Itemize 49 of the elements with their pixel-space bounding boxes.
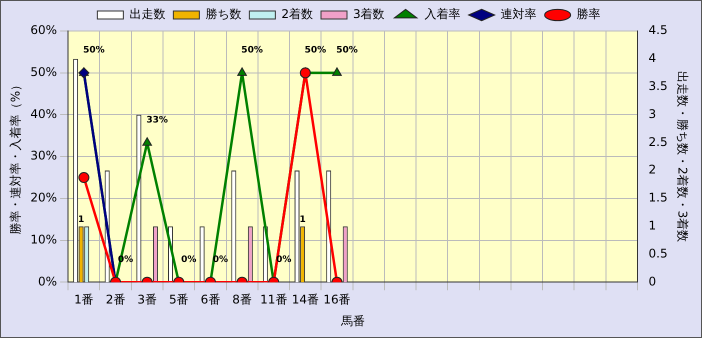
legend-label: 勝率	[576, 7, 601, 22]
y2-tick-label: 2	[648, 162, 656, 177]
data-label: 1	[299, 215, 306, 226]
point	[142, 137, 152, 146]
y-tick-label: 20%	[30, 190, 58, 205]
x-axis-title: 馬番	[340, 314, 365, 328]
legend-label: 出走数	[129, 7, 166, 22]
data-label: 50%	[336, 46, 358, 56]
x-tick-label: 5番	[168, 292, 189, 307]
y2-tick-label: 3	[648, 106, 656, 121]
x-tick-label: 16番	[323, 292, 351, 307]
data-label: 0%	[181, 255, 196, 266]
x-tick-label: 1番	[74, 292, 94, 307]
y2-tick-label: 4.5	[648, 23, 668, 38]
y-tick-label: 40%	[30, 106, 58, 121]
data-label: 33%	[146, 116, 168, 126]
point	[332, 67, 342, 76]
x-tick-label: 6番	[200, 292, 220, 307]
data-label: 50%	[83, 46, 105, 56]
point	[300, 67, 311, 78]
x-tick-label: 3番	[137, 292, 157, 307]
y-tick-label: 10%	[30, 232, 58, 246]
data-label: 50%	[241, 46, 263, 56]
x-tick-label: 14番	[292, 292, 319, 307]
point	[237, 67, 247, 76]
x-tick-label: 11番	[260, 292, 288, 307]
y2-tick-label: 4	[648, 51, 656, 66]
y2-axis-title: 出走数・勝ち数・2着数・3着数	[676, 70, 690, 242]
y2-tick-label: 2.5	[648, 134, 668, 149]
y2-tick-label: 1	[648, 218, 656, 233]
x-tick-label: 2番	[106, 292, 126, 307]
y2-tick-label: 1.5	[648, 190, 668, 205]
y2-tick-label: 3.5	[648, 78, 668, 93]
point	[78, 67, 90, 78]
data-label: 50%	[304, 46, 326, 56]
y-tick-label: 30%	[30, 148, 58, 163]
legend-label: 入着率	[424, 7, 461, 22]
y-tick-label: 0%	[38, 274, 58, 288]
legend-label: 勝ち数	[205, 7, 242, 22]
legend-label: 2着数	[281, 7, 314, 22]
y2-tick-label: 0	[648, 274, 656, 288]
y-tick-label: 60%	[30, 23, 58, 38]
legend-label: 3着数	[353, 7, 385, 22]
y-tick-label: 50%	[30, 64, 58, 79]
data-label: 1	[78, 215, 84, 226]
legend-label: 連対率	[500, 7, 537, 22]
x-tick-label: 8番	[232, 292, 252, 307]
y-axis-title: 勝率・連対率・入着率（%）	[8, 78, 22, 234]
y2-tick-label: 0.5	[648, 246, 668, 260]
